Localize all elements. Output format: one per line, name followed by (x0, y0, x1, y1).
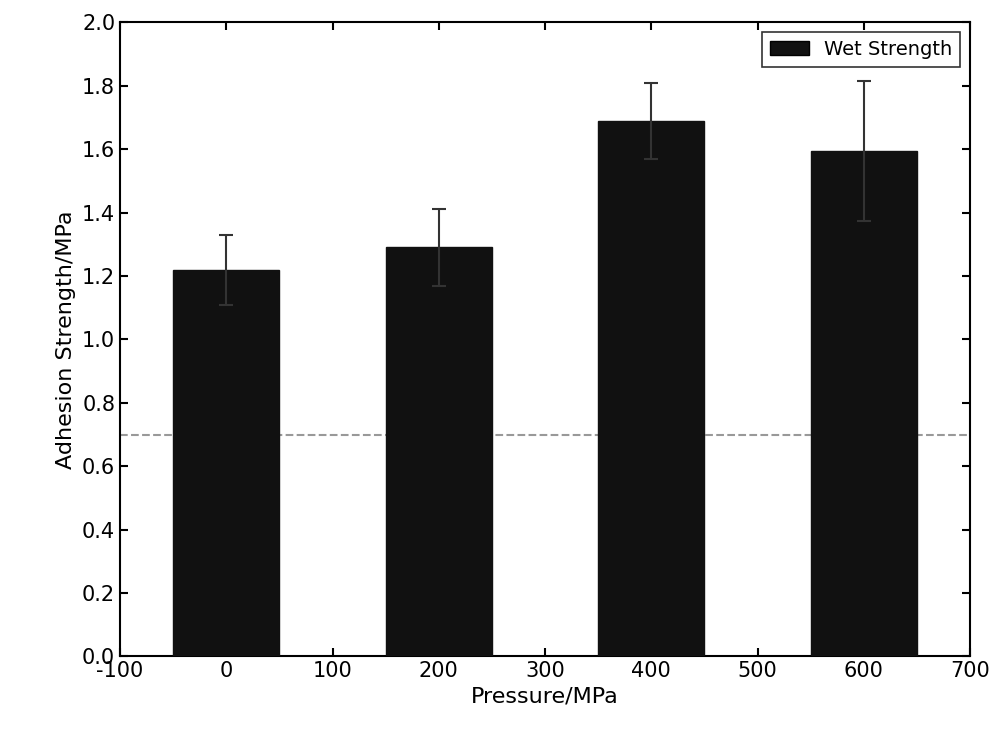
Y-axis label: Adhesion Strength/MPa: Adhesion Strength/MPa (56, 210, 76, 468)
Bar (386, 248, 492, 656)
Bar (173, 270, 279, 656)
Legend: Wet Strength: Wet Strength (762, 32, 960, 66)
Bar (598, 121, 704, 656)
Bar (811, 151, 917, 656)
X-axis label: Pressure/MPa: Pressure/MPa (471, 687, 619, 707)
